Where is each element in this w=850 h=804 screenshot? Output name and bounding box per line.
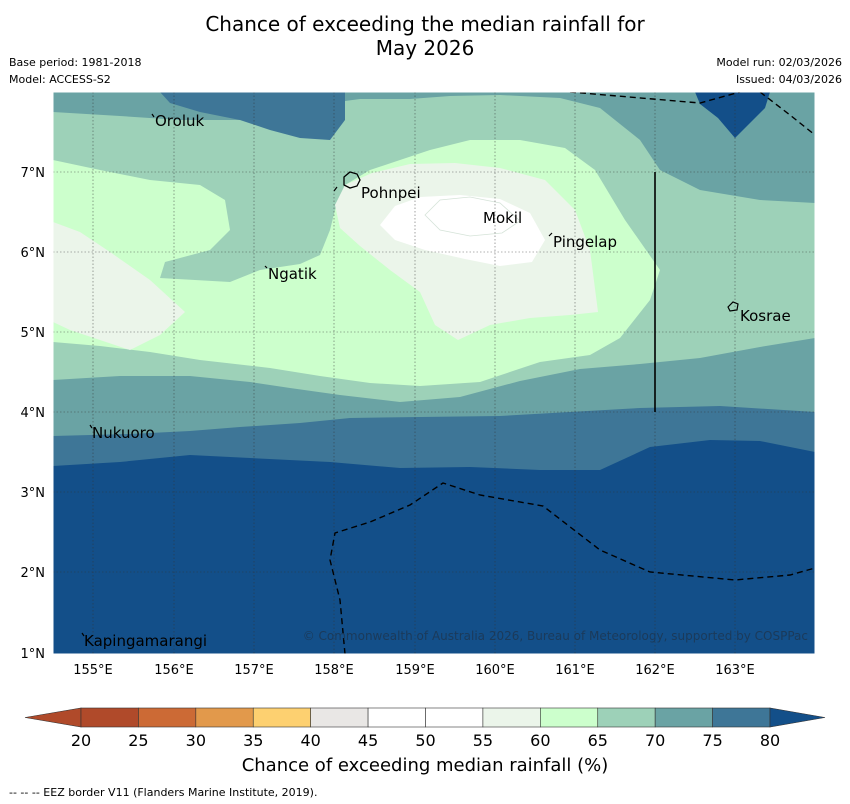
base-period: Base period: 1981-2018 xyxy=(9,56,142,69)
lat-label-5n: 5°N xyxy=(21,326,46,341)
eez-border xyxy=(329,92,815,654)
place-pohnpei: Pohnpei xyxy=(361,184,421,202)
lon-label-160e: 160°E xyxy=(475,663,515,678)
lon-label-161e: 161°E xyxy=(555,663,595,678)
colorbar-tick-20: 20 xyxy=(70,731,92,750)
colorbar-arrow-high xyxy=(769,707,826,728)
eez-legend-note: -- -- -- EEZ border V11 (Flanders Marine… xyxy=(9,786,318,799)
lat-label-4n: 4°N xyxy=(21,406,46,421)
colorbar-title: Chance of exceeding median rainfall (%) xyxy=(241,755,609,776)
model-name: Model: ACCESS-S2 xyxy=(9,73,111,86)
colorbar-tick-50: 50 xyxy=(415,731,436,750)
lon-label-162e: 162°E xyxy=(635,663,675,678)
place-kapingamarangi: Kapingamarangi xyxy=(84,632,207,650)
meta-left: Base period: 1981-2018 Model: ACCESS-S2 xyxy=(9,54,141,88)
place-oroluk: Oroluk xyxy=(155,112,204,130)
colorbar-tick-75: 75 xyxy=(702,731,723,750)
colorbar-segment-55-60 xyxy=(482,707,541,728)
place-mokil: Mokil xyxy=(483,209,522,227)
colorbar-segment-25-30 xyxy=(138,707,197,728)
colorbar-arrow-low xyxy=(24,707,82,728)
colorbar-tick-40: 40 xyxy=(300,731,321,750)
lat-label-7n: 7°N xyxy=(21,166,46,181)
place-kosrae: Kosrae xyxy=(740,307,791,325)
chart-title: Chance of exceeding the median rainfall … xyxy=(0,12,850,60)
place-pingelap: Pingelap xyxy=(553,233,617,251)
copyright-notice: © Commonwealth of Australia 2026, Bureau… xyxy=(303,629,808,643)
colorbar-tick-80: 80 xyxy=(759,731,781,750)
colorbar-tick-65: 65 xyxy=(587,731,608,750)
lat-label-6n: 6°N xyxy=(21,246,46,261)
colorbar-segment-50-55 xyxy=(425,707,484,728)
band-50-55-west xyxy=(53,222,185,350)
kosrae-island-outline xyxy=(727,301,739,312)
place-nukuoro: Nukuoro xyxy=(92,424,155,442)
colorbar-segment-45-50 xyxy=(367,707,426,728)
lon-label-156e: 156°E xyxy=(154,663,194,678)
band-75-80-north xyxy=(695,92,770,138)
colorbar-segment-70-75 xyxy=(654,707,713,728)
colorbar-tick-55: 55 xyxy=(472,731,494,750)
lat-label-2n: 2°N xyxy=(21,566,46,581)
longitude-axis: 155°E 156°E 157°E 158°E 159°E 160°E 161°… xyxy=(73,663,755,678)
title-line-1: Chance of exceeding the median rainfall … xyxy=(205,12,645,36)
colorbar xyxy=(24,707,826,728)
issued-date: Issued: 04/03/2026 xyxy=(735,73,842,86)
colorbar-segment-35-40 xyxy=(252,707,311,728)
band-70-75-north xyxy=(160,92,345,140)
lon-label-155e: 155°E xyxy=(73,663,113,678)
meta-right: Model run: 02/03/2026 Issued: 04/03/2026 xyxy=(716,54,842,88)
colorbar-tick-70: 70 xyxy=(644,731,666,750)
colorbar-segment-65-70 xyxy=(597,707,656,728)
colorbar-tick-35: 35 xyxy=(243,731,264,750)
lon-label-158e: 158°E xyxy=(314,663,354,678)
colorbar-segment-75-80 xyxy=(712,707,771,728)
band-inner-ring xyxy=(424,196,521,237)
colorbar-tick-60: 60 xyxy=(530,731,551,750)
title-line-2: May 2026 xyxy=(375,36,475,60)
colorbar-segment-30-35 xyxy=(195,707,254,728)
map-frame xyxy=(52,91,816,655)
lat-label-1n: 1°N xyxy=(21,647,46,662)
model-run: Model run: 02/03/2026 xyxy=(716,56,842,69)
band-45-50 xyxy=(380,195,545,266)
colorbar-segment-60-65 xyxy=(540,707,599,728)
colorbar-segment-20-25 xyxy=(80,707,139,728)
pohnpei-islet-mark xyxy=(333,186,338,192)
lon-label-157e: 157°E xyxy=(234,663,274,678)
atoll-markers xyxy=(81,113,553,637)
lon-label-159e: 159°E xyxy=(395,663,435,678)
latitude-axis: 7°N 6°N 5°N 4°N 3°N 2°N 1°N xyxy=(21,166,46,662)
place-ngatik: Ngatik xyxy=(268,265,317,283)
colorbar-segment-40-45 xyxy=(310,707,369,728)
colorbar-tick-30: 30 xyxy=(185,731,206,750)
lon-label-163e: 163°E xyxy=(715,663,755,678)
colorbar-tick-25: 25 xyxy=(128,731,149,750)
lat-label-3n: 3°N xyxy=(21,486,46,501)
colorbar-tick-45: 45 xyxy=(357,731,379,750)
map-plot-area: Oroluk Pohnpei Mokil Pingelap Ngatik Kos… xyxy=(53,92,815,654)
pohnpei-island-outline xyxy=(343,171,361,189)
